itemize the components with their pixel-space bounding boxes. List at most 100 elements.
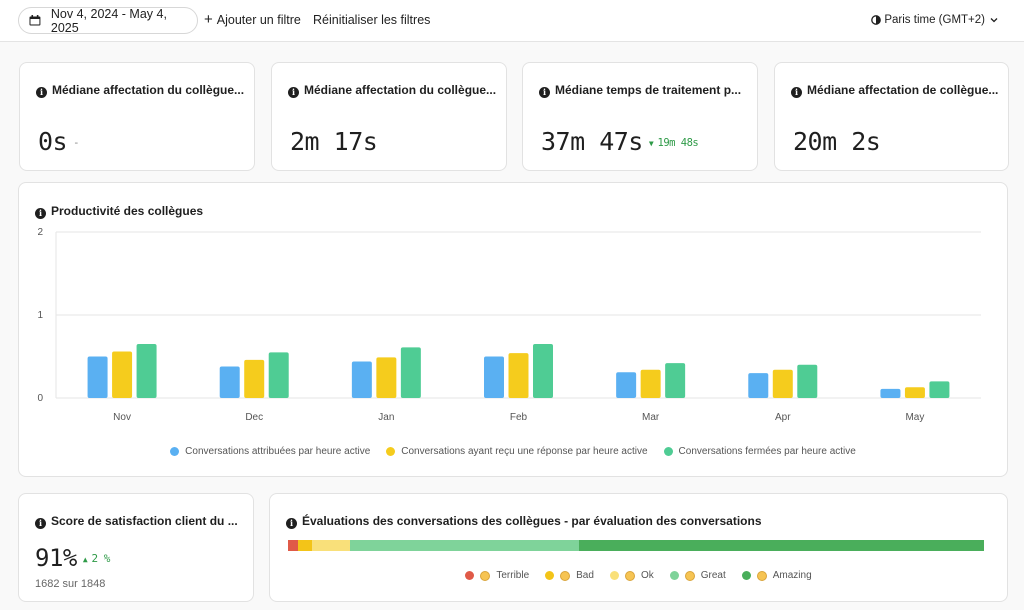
bar-may-series-2[interactable] [904,387,925,398]
metric-title-text: Médiane affectation du collègue... [304,83,497,97]
chevron-down-icon [990,18,998,23]
bar-dec-series-2[interactable] [244,359,265,398]
rating-legend-item[interactable]: Bad [545,570,594,581]
metric-card[interactable]: i Médiane affectation du collègue... 2m 1… [271,62,507,171]
rating-legend-label: Ok [640,570,654,581]
bar-feb-series-1[interactable] [484,356,504,399]
legend-item[interactable]: Conversations attribuées par heure activ… [170,446,370,457]
info-icon: i [791,87,802,98]
rating-legend-item[interactable]: Amazing [741,570,812,581]
rating-legend-label: Bad [576,570,594,581]
metric-value-text: 20m 2s [793,127,881,156]
bar-nov-series-2[interactable] [112,351,133,398]
bar-nov-series-3[interactable] [136,344,157,398]
ratings-legend: Terrible Bad Ok Great Amazing [270,570,1007,581]
metric-value-text: 2m 17s [290,127,378,156]
satisfaction-delta: ▲ 2 % [83,552,111,565]
metric-card[interactable]: i Médiane affectation de collègue... 20m … [774,62,1009,171]
y-tick-label: 0 [37,393,43,404]
legend-dot [545,571,555,580]
rating-segment-ok[interactable] [312,540,350,551]
emoji-amazing-icon [756,570,767,581]
rating-segment-amazing[interactable] [578,540,984,551]
ratings-card[interactable]: i Évaluations des conversations des collè… [269,493,1008,602]
satisfaction-count: 1682 sur 1848 [35,578,106,590]
rating-legend-item[interactable]: Terrible [465,570,529,581]
rating-segment-bad[interactable] [298,540,313,551]
trend-down-icon: ▼ [648,139,658,148]
bar-nov-series-1[interactable] [87,356,108,399]
satisfaction-value: 91% ▲ 2 % [35,544,110,572]
bar-mar-series-3[interactable] [665,363,686,398]
metric-title-text: Médiane temps de traitement p... [555,83,742,97]
bar-apr-series-3[interactable] [797,364,818,398]
legend-dot [609,571,619,580]
x-tick-label: Mar [642,412,660,423]
rating-segment-terrible[interactable] [288,540,299,551]
toolbar: Nov 4, 2024 - May 4, 2025 + Ajouter un f… [0,0,1024,42]
metric-card-title: i Médiane temps de traitement p... [539,83,741,98]
metric-title-text: Médiane affectation du collègue... [52,83,245,97]
metric-value: 0s - [38,127,79,156]
legend-dot [669,571,679,580]
legend-label: Conversations attribuées par heure activ… [185,446,371,457]
satisfaction-title: i Score de satisfaction client du ... [35,514,238,529]
bar-mar-series-2[interactable] [640,369,661,398]
metric-card[interactable]: i Médiane affectation du collègue... 0s - [19,62,255,171]
chart-title: i Productivité des collègues [35,204,203,219]
chart-legend: Conversations attribuées par heure activ… [19,446,1007,457]
metric-card[interactable]: i Médiane temps de traitement p... 37m 47… [522,62,758,171]
legend-dot [741,571,751,580]
date-range-picker[interactable]: Nov 4, 2024 - May 4, 2025 [18,6,198,35]
bar-feb-series-2[interactable] [508,353,529,398]
bar-dec-series-1[interactable] [219,366,240,398]
bar-apr-series-1[interactable] [748,373,769,398]
metric-card-title: i Médiane affectation du collègue... [36,83,244,98]
productivity-bar-chart: 0 1 2 Nov Dec Jan Feb Mar Apr May [37,227,981,423]
metric-value: 20m 2s [793,127,881,156]
y-tick-label: 2 [37,227,43,238]
bar-jan-series-2[interactable] [376,357,397,398]
bar-may-series-1[interactable] [880,388,901,398]
satisfaction-card[interactable]: i Score de satisfaction client du ... 91%… [18,493,254,602]
bar-jan-series-3[interactable] [400,347,421,398]
info-icon: i [288,87,299,98]
chart-title-text: Productivité des collègues [51,204,204,218]
legend-item[interactable]: Conversations ayant reçu une réponse par… [386,446,648,457]
ratings-title: i Évaluations des conversations des collè… [286,514,762,529]
satisfaction-delta-text: 2 % [91,552,111,565]
bar-jan-series-1[interactable] [351,361,372,398]
date-range-label: Nov 4, 2024 - May 4, 2025 [50,6,167,35]
bar-feb-series-3[interactable] [533,344,553,398]
legend-dot [465,571,475,580]
rating-legend-label: Great [700,570,726,581]
x-tick-label: May [905,412,924,423]
x-tick-label: Apr [775,412,791,423]
timezone-selector[interactable]: Paris time (GMT+2) [871,14,998,26]
bar-dec-series-3[interactable] [268,352,289,398]
reset-filters-button[interactable]: Réinitialiser les filtres [313,13,431,27]
rating-legend-label: Terrible [496,570,530,581]
bar-may-series-3[interactable] [929,381,950,398]
legend-item[interactable]: Conversations fermées par heure active [663,446,856,457]
emoji-great-icon [684,570,695,581]
bar-mar-series-1[interactable] [616,372,637,398]
add-filter-label: Ajouter un filtre [216,13,301,27]
metric-delta: ▼ 19m 48s [648,137,699,149]
timezone-label: Paris time (GMT+2) [884,14,985,26]
y-tick-label: 1 [37,310,43,321]
legend-dot [386,447,396,456]
rating-legend-item[interactable]: Ok [609,570,654,581]
ratings-title-text: Évaluations des conversations des collèg… [302,514,762,528]
x-tick-label: Jan [378,412,394,423]
bar-apr-series-2[interactable] [772,369,793,398]
info-icon: i [35,208,46,219]
rating-segment-great[interactable] [349,540,579,551]
metric-title-text: Médiane affectation de collègue... [807,83,999,97]
x-tick-label: Dec [245,412,263,423]
emoji-bad-icon [560,570,571,581]
metric-value: 2m 17s [290,127,378,156]
rating-legend-item[interactable]: Great [669,570,726,581]
add-filter-button[interactable]: + Ajouter un filtre [204,12,301,27]
metric-delta: - [73,137,79,149]
